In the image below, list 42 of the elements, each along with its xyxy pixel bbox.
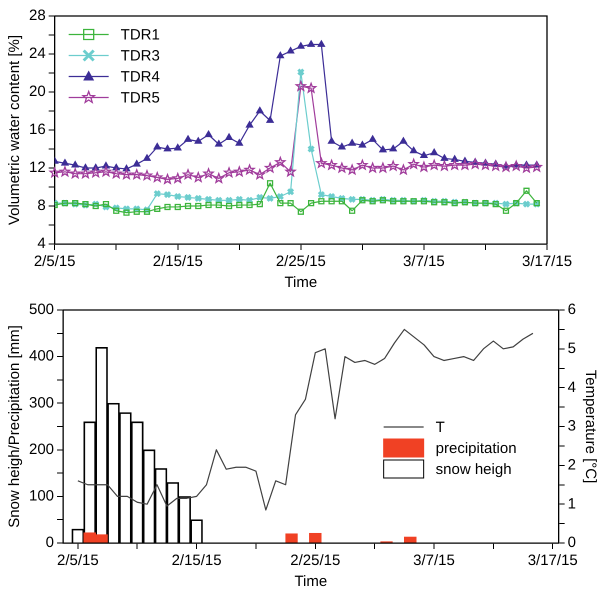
x-tick-label: 2/25/15 [290, 552, 340, 570]
x-tick-label: 2/15/15 [152, 253, 203, 270]
x-tick-label: 2/25/15 [276, 253, 326, 270]
y-tick-label: 300 [28, 394, 54, 412]
y-tick-label: 500 [28, 301, 54, 318]
legend-label: T [436, 419, 445, 436]
x-tick-label: 2/5/15 [34, 253, 76, 270]
y2-tick-label: 0 [568, 534, 576, 552]
y-axis-title: Volumetric water content [%] [6, 34, 24, 226]
y2-tick-label: 6 [568, 301, 576, 318]
y-tick-label: 400 [28, 348, 54, 365]
legend-label: TDR4 [120, 68, 160, 86]
x-tick-label: 2/5/15 [57, 552, 99, 570]
y2-tick-label: 3 [568, 418, 576, 435]
x-tick-label: 3/7/15 [403, 253, 445, 270]
y-tick-label: 200 [28, 440, 54, 458]
x-tick-label: 3/7/15 [413, 552, 455, 570]
y-tick-label: 8 [37, 197, 46, 214]
legend-label: TDR5 [120, 90, 160, 107]
y-tick-label: 4 [37, 235, 46, 252]
y-axis-title: Snow heigh/Precipitation [mm] [6, 325, 24, 528]
y2-tick-label: 1 [568, 495, 576, 512]
y-tick-label: 0 [46, 534, 54, 552]
x-tick-label: 3/17/15 [522, 253, 572, 270]
x-tick-label: 3/17/15 [528, 552, 578, 570]
y2-axis-title: Temperature [°C] [582, 370, 599, 484]
y2-tick-label: 5 [568, 340, 576, 357]
legend-label: precipitation [436, 440, 517, 458]
y2-tick-label: 4 [568, 378, 576, 396]
x-axis-title: Time [294, 573, 328, 590]
x-tick-label: 2/15/15 [172, 552, 222, 570]
y-tick-label: 20 [28, 83, 46, 100]
legend-label: TDR3 [120, 48, 160, 65]
y-tick-label: 28 [28, 7, 46, 24]
legend-label: TDR1 [120, 26, 160, 44]
x-axis-title: Time [284, 274, 318, 292]
y-tick-label: 100 [28, 488, 54, 505]
y-tick-label: 12 [28, 159, 46, 176]
legend-label: snow heigh [436, 461, 512, 478]
y2-tick-label: 2 [568, 456, 576, 474]
y-tick-label: 24 [28, 45, 46, 62]
y-tick-label: 16 [28, 121, 46, 138]
